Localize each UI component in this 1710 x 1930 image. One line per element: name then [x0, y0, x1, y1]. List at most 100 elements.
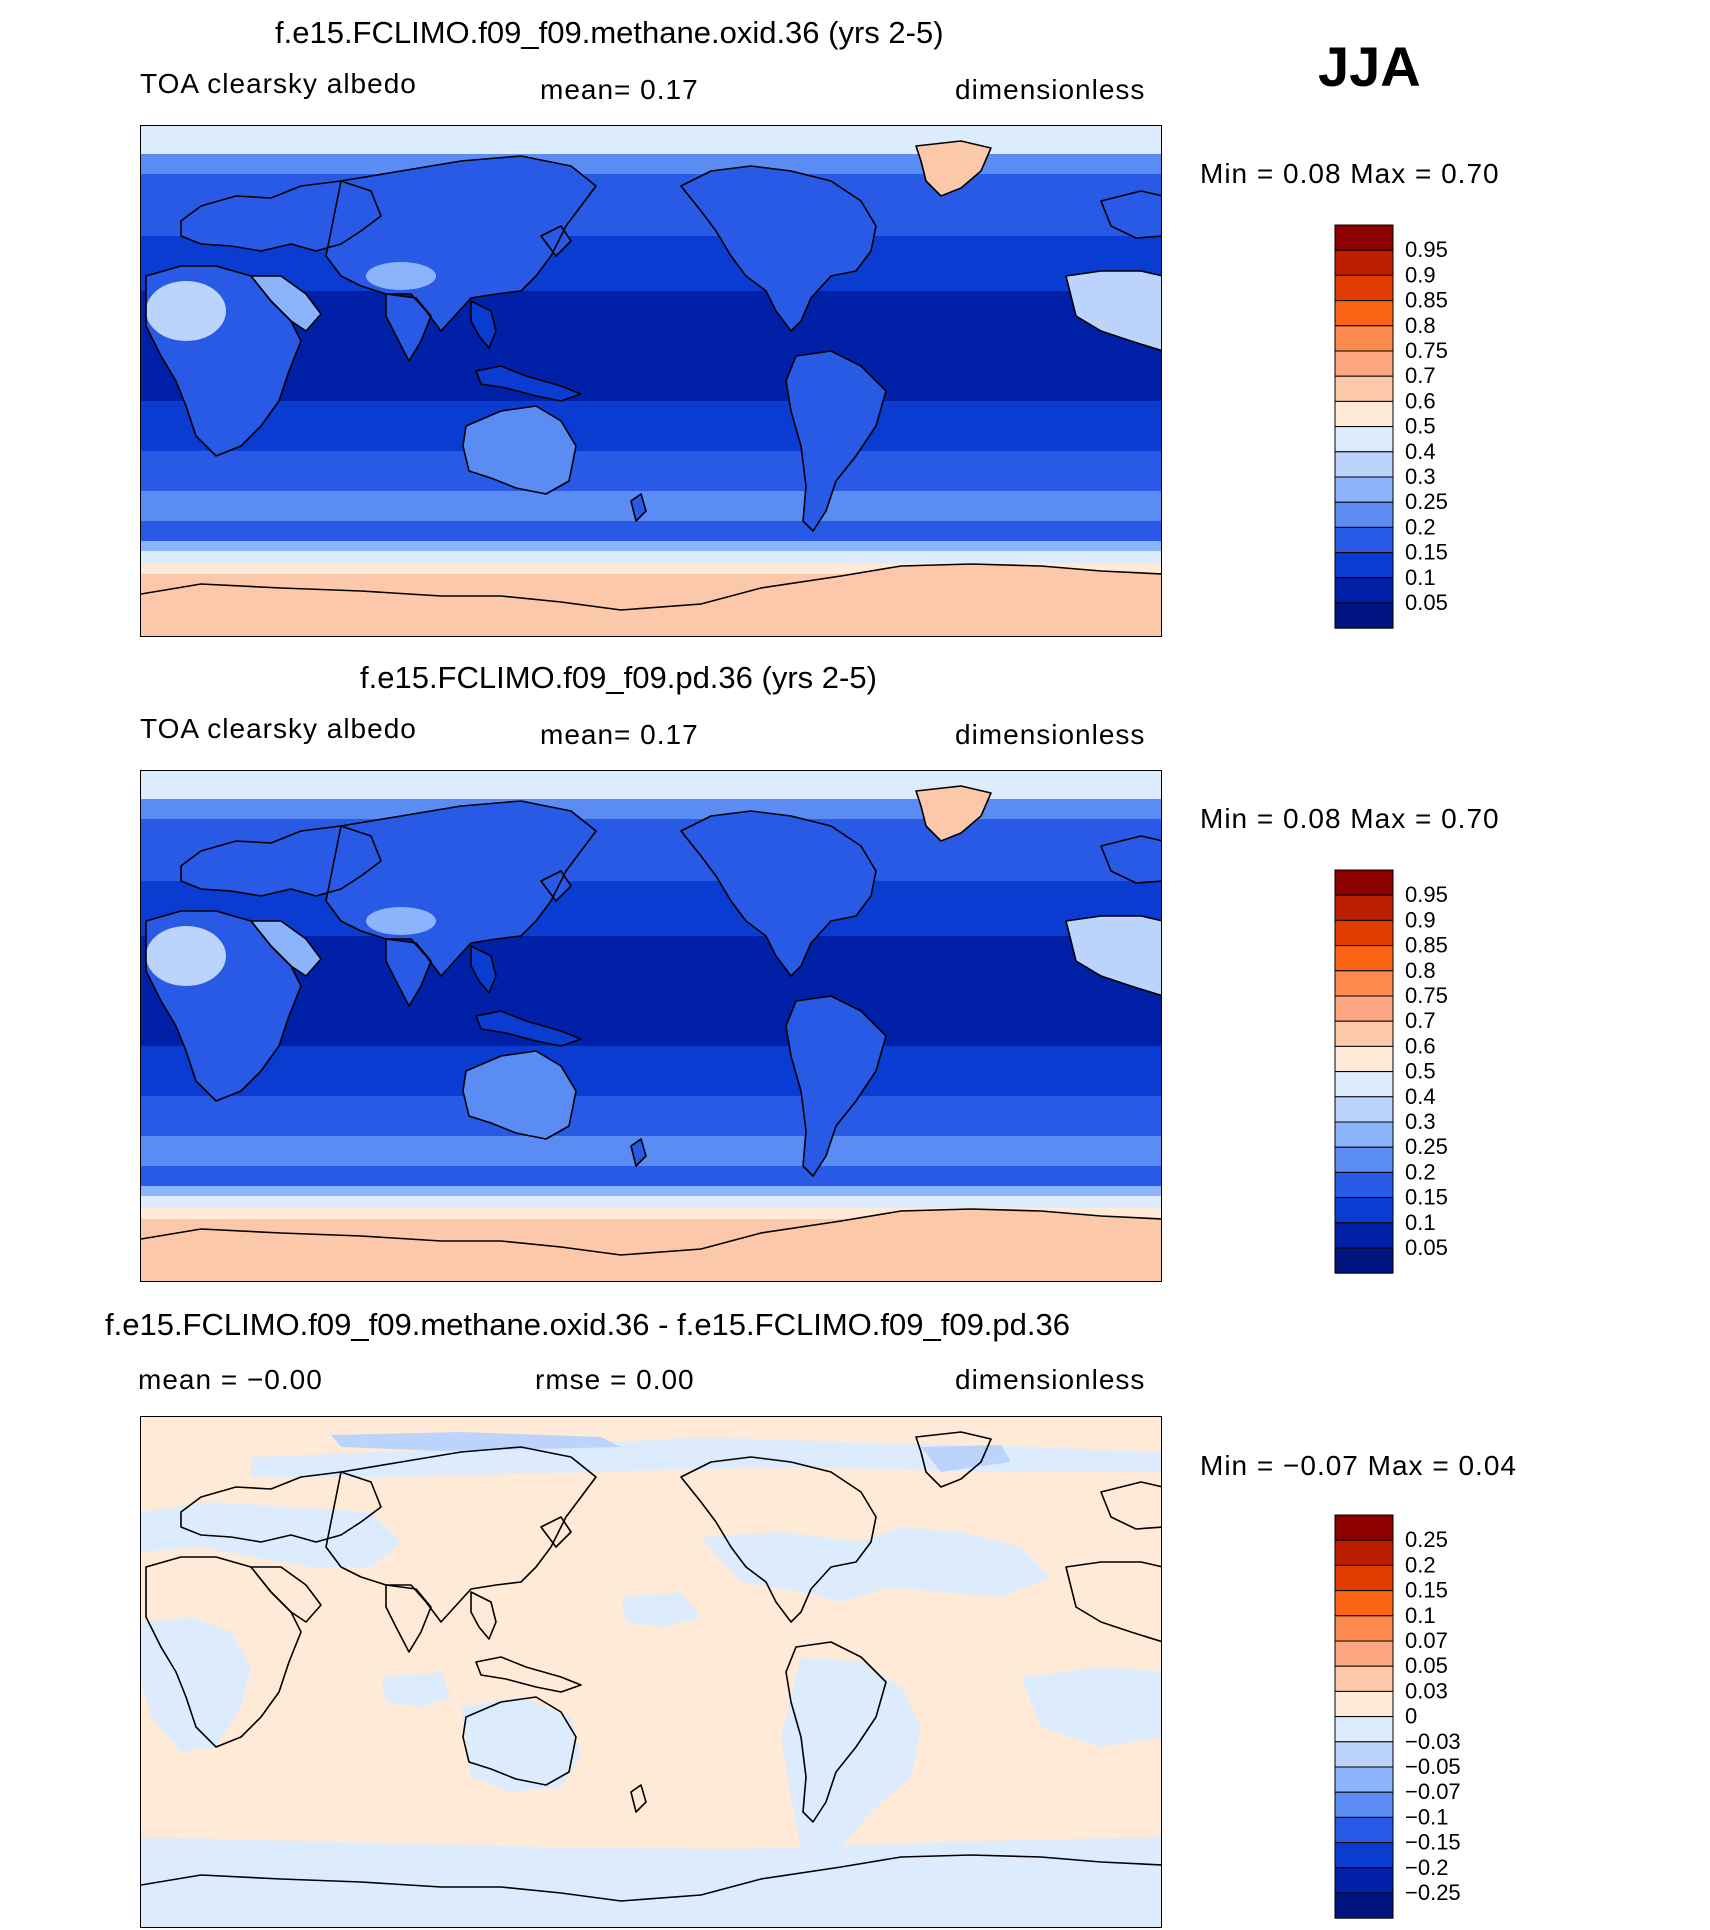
- panel-2-colorbar: 0.95 0.9 0.85 0.8 0.75 0.7 0.6 0.5 0.4 0.3 0.25 0.2…: [1334, 869, 1475, 1277]
- coastline: [141, 1854, 1161, 1902]
- albedo-band: [141, 1186, 1161, 1196]
- coastline: [145, 1556, 302, 1748]
- colorbar-label: 0.2: [1405, 1552, 1436, 1577]
- coastline: [325, 155, 597, 332]
- coastline: [630, 1138, 647, 1167]
- land-region: [251, 276, 321, 331]
- land-region: [463, 406, 576, 494]
- colorbar-label: 0.1: [1405, 1603, 1436, 1628]
- colorbar-swatch: [1334, 1690, 1394, 1718]
- colorbar-swatch: [1334, 526, 1394, 554]
- colorbar-label: 0: [1405, 1704, 1417, 1729]
- colorbar-swatch: [1334, 350, 1394, 377]
- negative-anomaly-region: [141, 1837, 1161, 1927]
- colorbar-label: 0.75: [1405, 983, 1448, 1008]
- panel-3-units: dimensionless: [955, 1364, 1146, 1395]
- colorbar-swatch: [1334, 1045, 1394, 1073]
- colorbar-swatch: [1334, 249, 1394, 276]
- negative-anomaly-region: [141, 1502, 401, 1567]
- coastline: [540, 870, 572, 902]
- season-label: JJA: [1318, 35, 1421, 98]
- colorbar-swatch: [1334, 552, 1394, 579]
- colorbar-swatch: [1334, 1020, 1394, 1047]
- colorbar-label: 0.4: [1405, 1084, 1436, 1109]
- coastline: [915, 140, 992, 197]
- negative-anomaly-region: [621, 1592, 701, 1627]
- colorbar-swatch: [1334, 325, 1394, 352]
- colorbar-label: 0.25: [1405, 1134, 1448, 1159]
- colorbar-label: 0.15: [1405, 540, 1448, 565]
- colorbar-swatch: [1334, 869, 1394, 896]
- panel-3-title: f.e15.FCLIMO.f09_f09.methane.oxid.36 - f…: [105, 1307, 1070, 1342]
- panel-2-variable: TOA clearsky albedo: [140, 713, 417, 744]
- land-region: [386, 939, 431, 1006]
- colorbar-label: 0.8: [1405, 313, 1436, 338]
- albedo-band: [141, 1208, 1161, 1219]
- land-region: [1066, 271, 1161, 351]
- colorbar-swatch: [1334, 1514, 1394, 1541]
- colorbar-swatch: [1334, 1590, 1394, 1617]
- coastline: [470, 1591, 497, 1640]
- land-region: [463, 1051, 576, 1139]
- colorbar-swatch: [1334, 1816, 1394, 1844]
- colorbar-swatch: [1334, 426, 1394, 453]
- colorbar-label: 0.9: [1405, 262, 1436, 287]
- colorbar-label: 0.4: [1405, 439, 1436, 464]
- land-region: [1101, 836, 1161, 883]
- panel-1-mean: mean= 0.17: [540, 74, 699, 105]
- colorbar-label: 0.15: [1405, 1578, 1448, 1603]
- colorbar-label: −0.05: [1405, 1754, 1461, 1779]
- panel-3-minmax: Min = −0.07 Max = 0.04: [1200, 1450, 1517, 1481]
- coastline: [462, 1050, 577, 1140]
- coastline: [325, 1446, 597, 1623]
- albedo-band: [141, 1096, 1161, 1136]
- panel-2-title: f.e15.FCLIMO.f09_f09.pd.36 (yrs 2-5): [360, 660, 877, 695]
- panel-3-rmse: rmse = 0.00: [535, 1364, 695, 1395]
- colorbar-swatch: [1334, 894, 1394, 921]
- coastline: [145, 265, 302, 457]
- colorbar-swatch: [1334, 1539, 1394, 1566]
- panel-3-map: [140, 1416, 1162, 1928]
- desert-patch: [366, 262, 436, 290]
- colorbar-label: 0.5: [1405, 414, 1436, 439]
- colorbar-label: 0.3: [1405, 464, 1436, 489]
- albedo-band: [141, 491, 1161, 521]
- negative-anomaly-region: [781, 1657, 921, 1877]
- colorbar-label: −0.07: [1405, 1779, 1461, 1804]
- colorbar-label: 0.2: [1405, 514, 1436, 539]
- coastline: [385, 293, 432, 362]
- coastline: [475, 365, 582, 402]
- desert-patch: [366, 907, 436, 935]
- coastline: [785, 995, 887, 1177]
- negative-anomaly-region: [331, 1432, 621, 1451]
- colorbar-swatch: [1334, 577, 1394, 604]
- colorbar-label: −0.03: [1405, 1729, 1461, 1754]
- land-region: [681, 166, 876, 331]
- land-region: [786, 996, 886, 1176]
- colorbar-swatch: [1334, 375, 1394, 402]
- colorbar-swatch: [1334, 602, 1394, 629]
- coastline: [915, 785, 992, 842]
- colorbar-swatch: [1334, 1615, 1394, 1642]
- colorbar-swatch: [1334, 1564, 1394, 1592]
- coastline: [1100, 1481, 1161, 1530]
- panel-1-units: dimensionless: [955, 74, 1146, 105]
- land-region: [471, 301, 496, 348]
- coastline: [785, 350, 887, 532]
- desert-patch: [146, 926, 226, 986]
- albedo-band: [141, 563, 1161, 574]
- colorbar-swatch: [1334, 400, 1394, 428]
- coastline: [180, 1471, 382, 1543]
- albedo-band: [141, 126, 1161, 154]
- colorbar-swatch: [1334, 1096, 1394, 1123]
- colorbar-swatch: [1334, 300, 1394, 327]
- coastline: [680, 810, 877, 977]
- coastline: [1065, 270, 1161, 352]
- coastline: [540, 1516, 572, 1548]
- coastline: [180, 180, 382, 252]
- colorbar-swatch: [1334, 224, 1394, 251]
- colorbar-label: 0.95: [1405, 237, 1448, 262]
- coastline: [1065, 1561, 1161, 1643]
- colorbar-swatch: [1334, 995, 1394, 1022]
- negative-anomaly-region: [381, 1672, 451, 1707]
